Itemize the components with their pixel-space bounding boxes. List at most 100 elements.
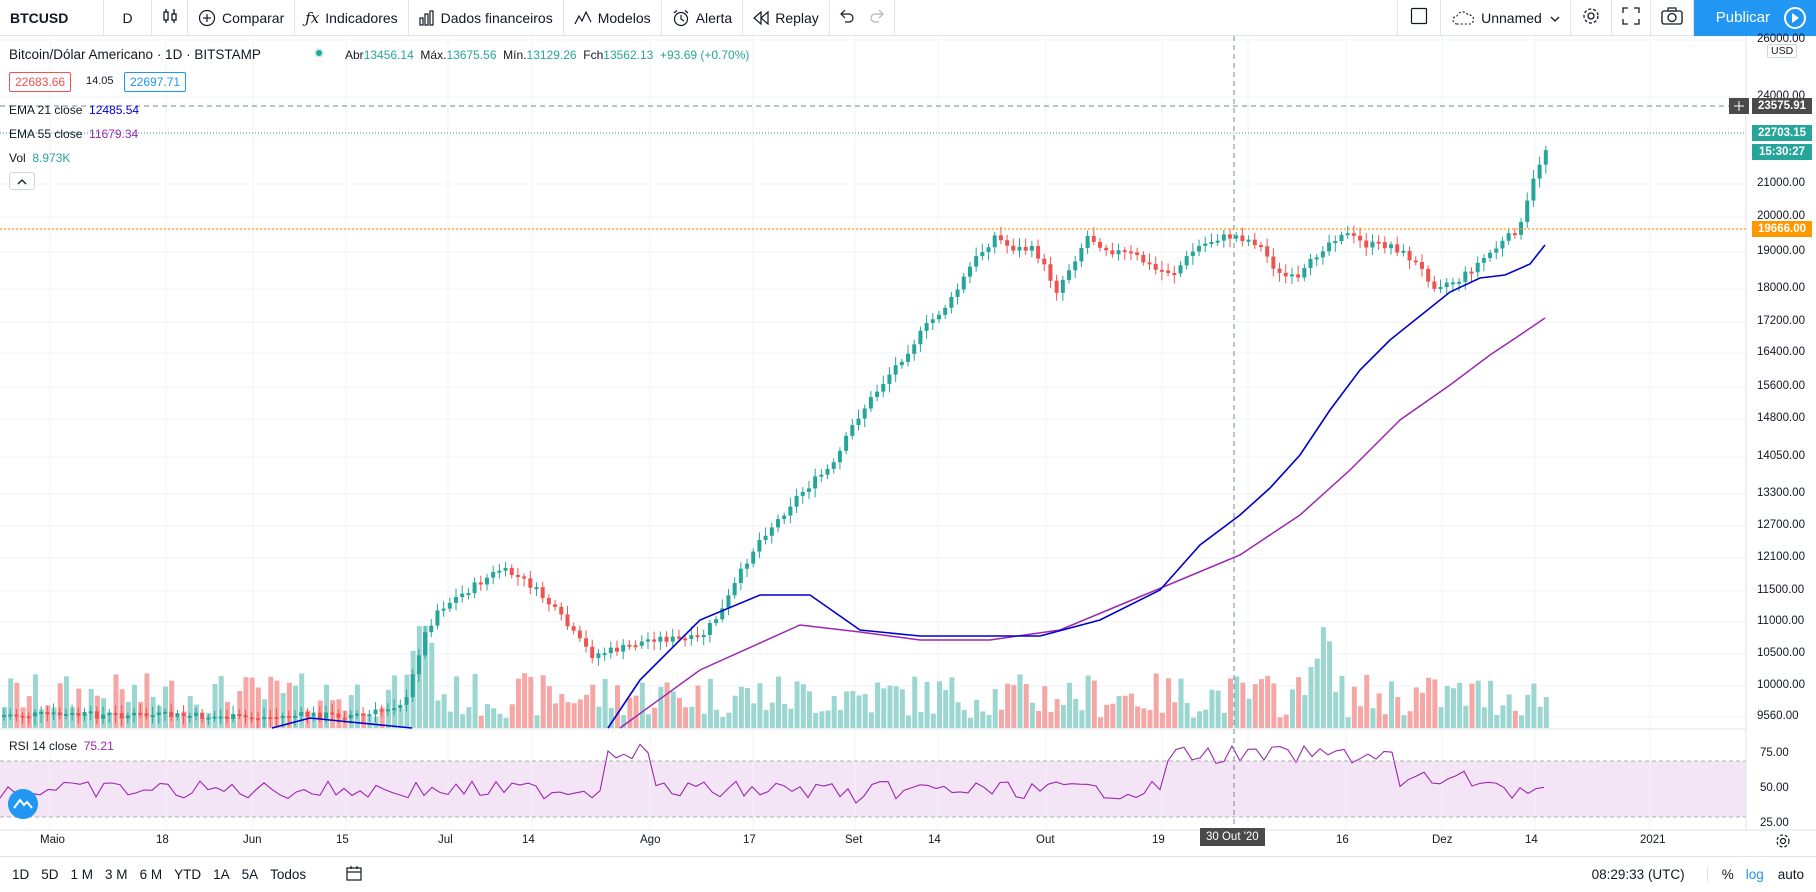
- ema21-legend[interactable]: EMA 21 close 12485.54: [9, 103, 139, 117]
- candle-body: [788, 506, 793, 516]
- candle-body: [1147, 262, 1152, 265]
- range-button[interactable]: 1A: [213, 867, 230, 882]
- alert-button[interactable]: Alerta: [662, 0, 744, 36]
- buy-price-button[interactable]: 22697.71: [124, 72, 187, 92]
- range-button[interactable]: 5A: [241, 867, 259, 882]
- candle-body: [447, 602, 452, 609]
- volume-bar: [286, 682, 292, 728]
- volume-bar: [862, 694, 868, 728]
- volume-bar: [144, 673, 150, 728]
- time-tick: Set: [845, 834, 863, 846]
- price-tick: 10000.00: [1757, 679, 1805, 691]
- price-chart[interactable]: [0, 36, 1816, 856]
- log-toggle[interactable]: log: [1745, 867, 1764, 882]
- volume-bar: [293, 685, 299, 728]
- collapse-legend-button[interactable]: [9, 172, 35, 190]
- candle-body: [32, 712, 37, 717]
- interval-button[interactable]: D: [104, 0, 152, 36]
- volume-bar: [1339, 675, 1345, 728]
- financials-button[interactable]: Dados financeiros: [409, 0, 564, 36]
- candle-body: [695, 635, 700, 638]
- volume-bar: [596, 706, 602, 728]
- candle-body: [156, 712, 161, 716]
- volume-bar: [1122, 695, 1128, 728]
- open-label: Abr: [345, 48, 364, 62]
- volume-bar: [943, 690, 949, 728]
- auto-toggle[interactable]: auto: [1777, 867, 1804, 882]
- volume-bar: [1166, 678, 1172, 728]
- candle-body: [658, 636, 663, 642]
- volume-bar: [1011, 685, 1017, 728]
- volume-bar: [639, 682, 645, 728]
- volume-bar: [454, 676, 460, 728]
- volume-bar: [868, 712, 874, 728]
- volume-bar: [460, 714, 466, 728]
- range-button[interactable]: Todos: [270, 867, 307, 882]
- goto-date-button[interactable]: [334, 865, 364, 884]
- compare-button[interactable]: Comparar: [188, 0, 296, 36]
- publish-button[interactable]: Publicar: [1693, 0, 1816, 36]
- volume-bar: [1382, 714, 1388, 728]
- currency-label: USD: [1767, 44, 1798, 58]
- indicators-button[interactable]: ƒx Indicadores: [295, 0, 409, 36]
- candle-body: [1122, 250, 1127, 253]
- add-alert-icon[interactable]: [1729, 98, 1749, 114]
- volume-bar: [1475, 680, 1481, 728]
- volume-bar: [571, 703, 577, 728]
- candle-body: [936, 314, 941, 320]
- clock-label[interactable]: 08:29:33 (UTC): [1591, 867, 1685, 882]
- volume-bar: [553, 703, 559, 728]
- templates-button[interactable]: Modelos: [564, 0, 662, 36]
- volume-bar: [627, 697, 633, 728]
- candle-body: [757, 540, 762, 552]
- candle-body: [336, 713, 341, 718]
- range-button[interactable]: 1 M: [70, 867, 94, 882]
- volume-bar: [825, 710, 831, 728]
- volume-bar: [992, 689, 998, 728]
- replay-button[interactable]: Replay: [743, 0, 830, 36]
- range-button[interactable]: YTD: [174, 867, 202, 882]
- volume-bar: [1228, 678, 1234, 728]
- snapshot-button[interactable]: [1651, 0, 1694, 36]
- percent-toggle[interactable]: %: [1706, 867, 1734, 882]
- ema21-early-segment: [271, 717, 413, 729]
- rsi-label: RSI 14 close: [9, 739, 78, 753]
- volume-legend[interactable]: Vol 8.973K: [9, 151, 70, 165]
- volume-bar: [1159, 712, 1165, 728]
- volume-bar: [497, 713, 503, 728]
- redo-button[interactable]: [862, 0, 895, 36]
- sell-price-button[interactable]: 22683.66: [9, 72, 72, 92]
- volume-bar: [1271, 683, 1277, 728]
- volume-bar: [831, 696, 837, 728]
- candle-body: [1011, 245, 1016, 251]
- settings-button[interactable]: [1571, 0, 1612, 36]
- undo-button[interactable]: [830, 0, 862, 36]
- candle-body: [1017, 246, 1022, 251]
- candle-body: [1531, 178, 1536, 201]
- chart-style-button[interactable]: [152, 0, 188, 36]
- fullscreen-select-button[interactable]: [1397, 0, 1442, 36]
- symbol-search[interactable]: BTCUSD: [0, 0, 104, 36]
- volume-bar: [1203, 709, 1209, 728]
- rsi-legend[interactable]: RSI 14 close 75.21: [9, 739, 114, 753]
- candle-body: [806, 488, 811, 492]
- axis-settings-button[interactable]: [1774, 832, 1792, 855]
- tradingview-logo[interactable]: [8, 789, 38, 819]
- candle-body: [107, 713, 112, 716]
- range-button[interactable]: 1D: [12, 867, 30, 882]
- range-button[interactable]: 6 M: [139, 867, 163, 882]
- range-button[interactable]: 3 M: [105, 867, 128, 882]
- candle-body: [1153, 263, 1158, 270]
- candle-body: [330, 712, 335, 715]
- layout-menu[interactable]: Unnamed: [1441, 0, 1571, 36]
- candle-body: [1382, 242, 1387, 249]
- volume-bar: [491, 708, 497, 728]
- candle-body: [317, 712, 322, 719]
- ema55-legend[interactable]: EMA 55 close 11679.34: [9, 127, 138, 141]
- range-button[interactable]: 5D: [41, 867, 59, 882]
- ema21-value: 12485.54: [89, 103, 140, 117]
- fullscreen-button[interactable]: [1612, 0, 1651, 36]
- candle-body: [974, 256, 979, 267]
- function-icon: ƒx: [305, 8, 320, 27]
- candle-body: [1351, 233, 1356, 236]
